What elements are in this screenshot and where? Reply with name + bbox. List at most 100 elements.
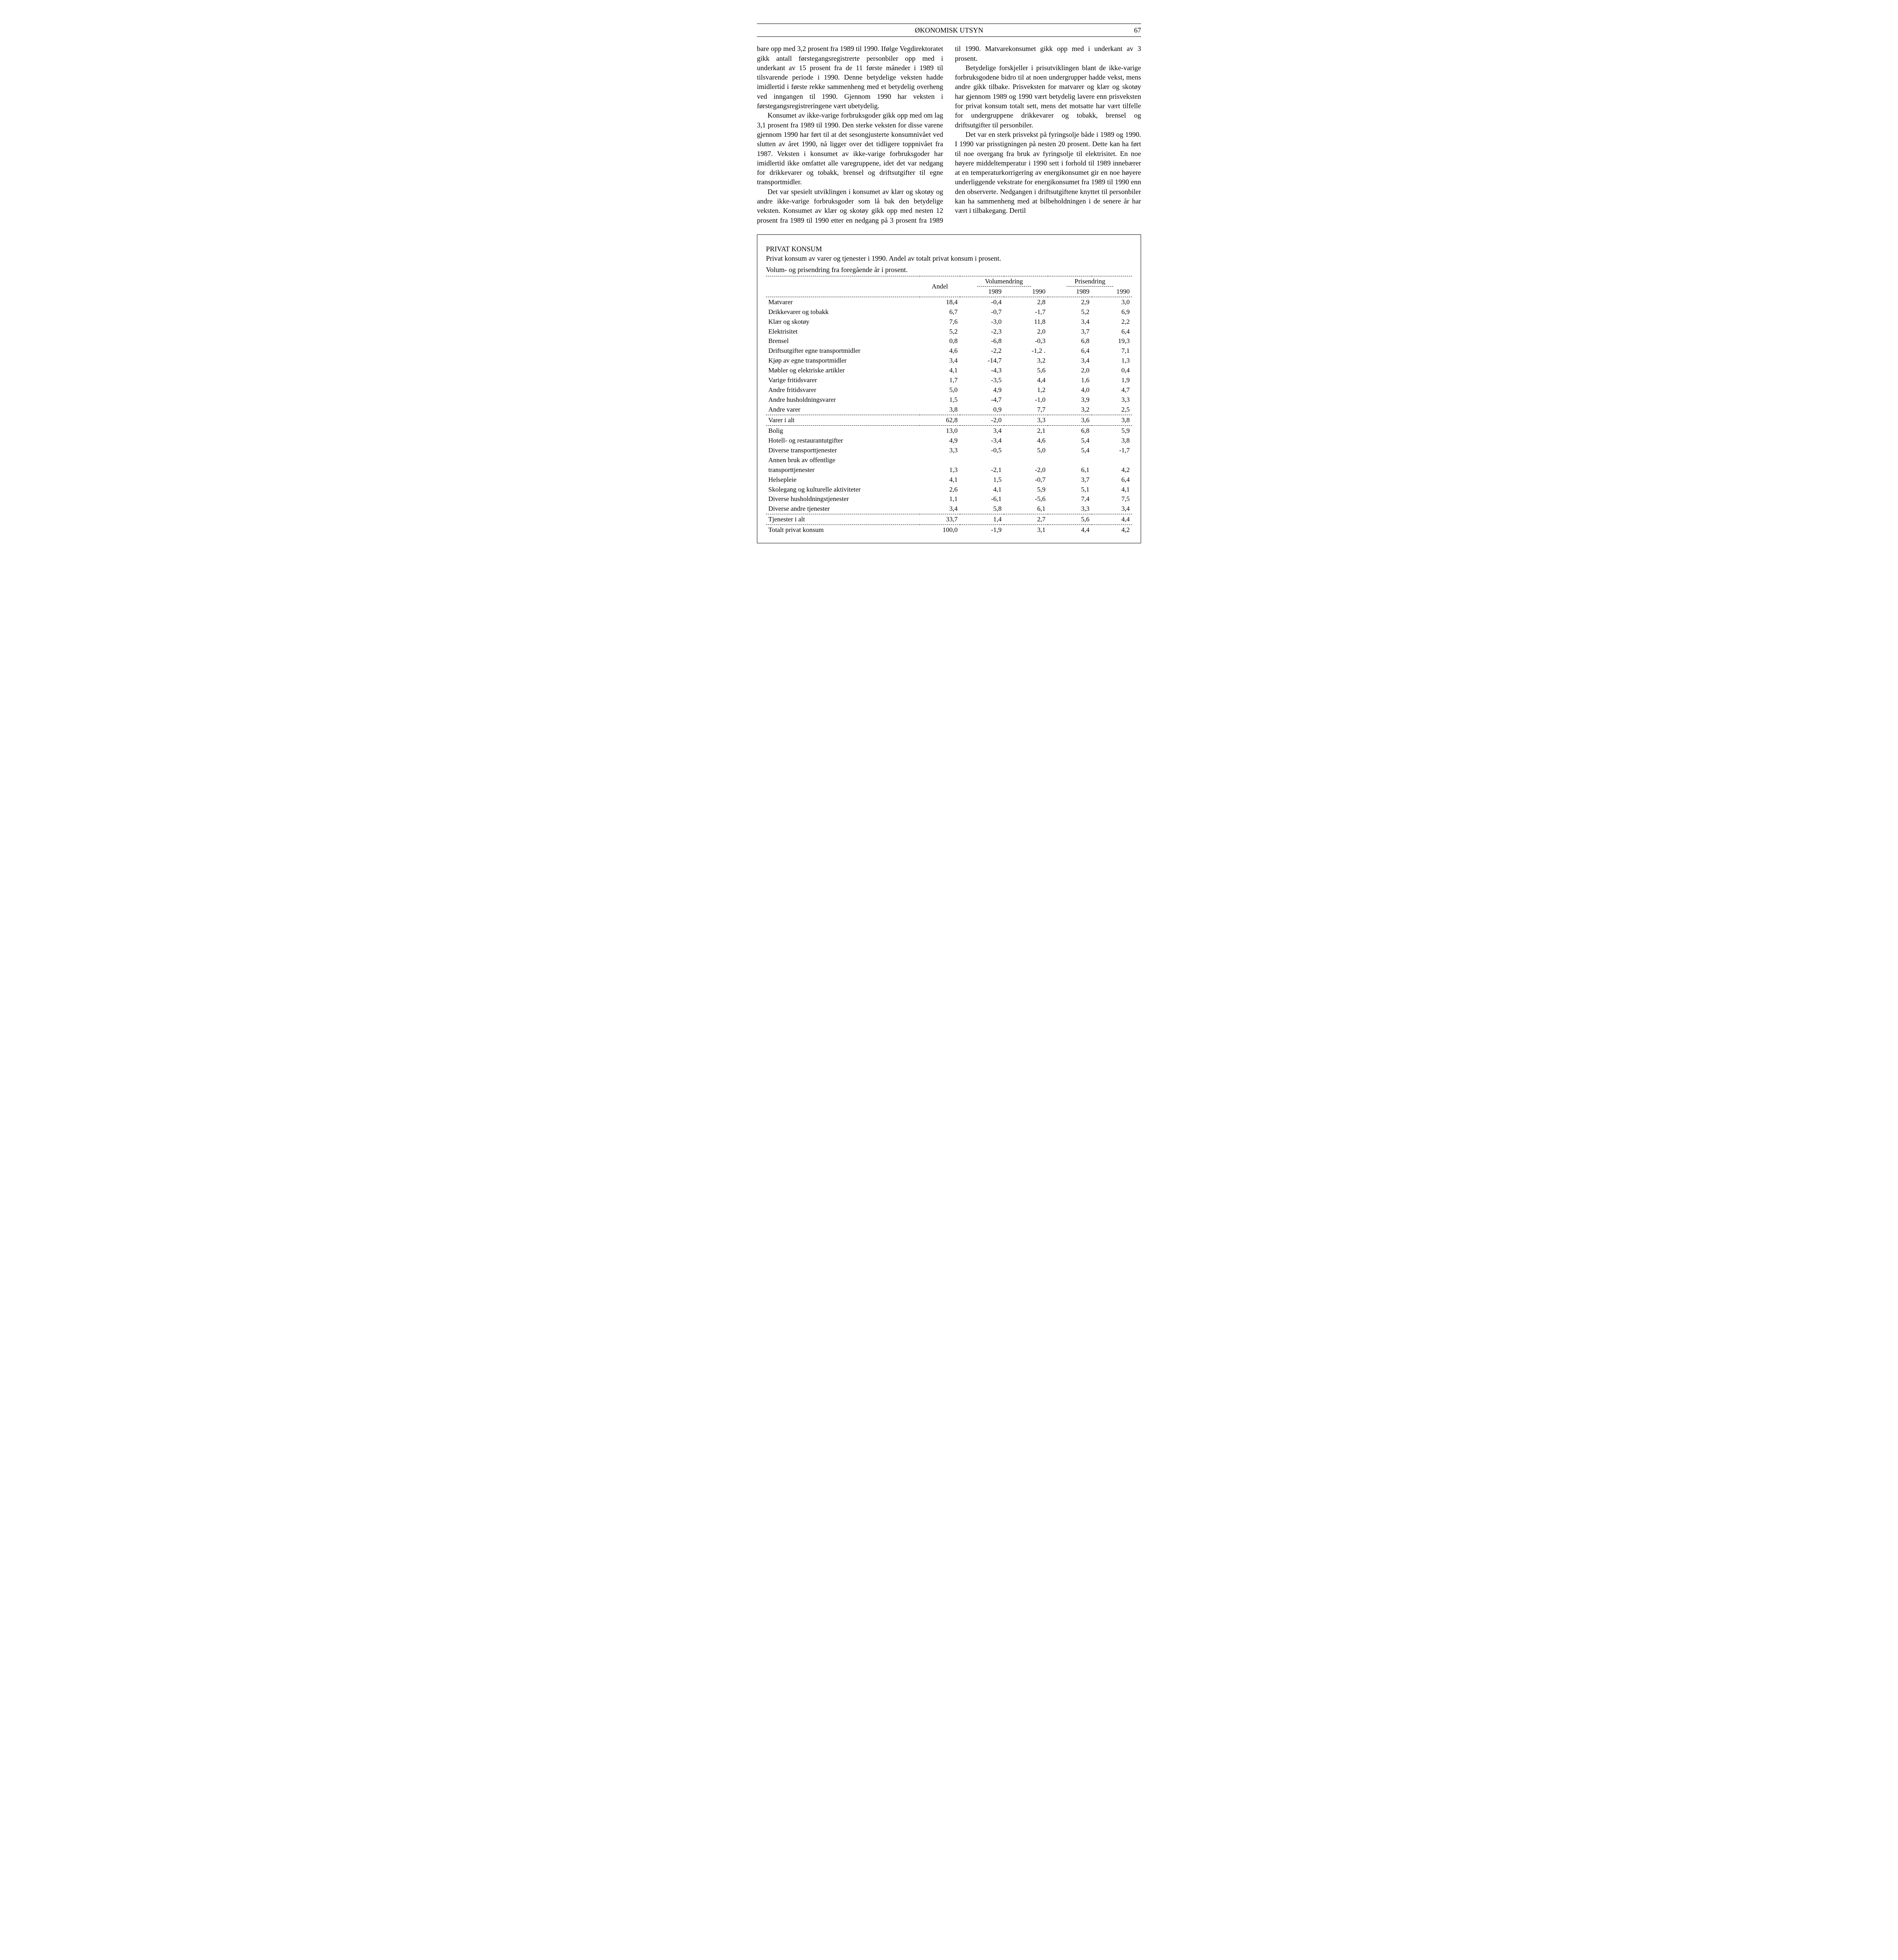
cell-p89: 3,2 xyxy=(1048,405,1092,415)
cell-andel: 33,7 xyxy=(920,515,960,524)
cell-v89: -2,0 xyxy=(960,416,1004,425)
cell-v90: -0,3 xyxy=(1004,336,1048,346)
table-row: Andre husholdningsvarer1,5-4,7-1,03,93,3 xyxy=(766,395,1132,405)
cell-p90: 3,8 xyxy=(1092,416,1132,425)
cell-v90: 11,8 xyxy=(1004,317,1048,327)
cell-v89: 0,9 xyxy=(960,405,1004,415)
body-paragraph: bare opp med 3,2 prosent fra 1989 til 19… xyxy=(757,44,943,111)
cell-andel: 1,3 xyxy=(920,465,960,475)
cell-p90: 4,1 xyxy=(1092,485,1132,495)
cell-v90: -1,7 xyxy=(1004,307,1048,317)
row-label: Andre varer xyxy=(766,405,920,415)
body-paragraph: Betydelige forskjeller i prisutviklingen… xyxy=(955,63,1141,130)
cell-p89: 6,4 xyxy=(1048,346,1092,356)
table-row: Møbler og elektriske artikler4,1-4,35,62… xyxy=(766,366,1132,376)
col-v1989: 1989 xyxy=(960,287,1004,297)
cell-andel: 2,6 xyxy=(920,485,960,495)
row-label: Bolig xyxy=(766,426,920,436)
cell-p89: 6,8 xyxy=(1048,426,1092,436)
cell-v89: -0,4 xyxy=(960,298,1004,307)
cell-v90: 4,4 xyxy=(1004,376,1048,385)
cell-v89: 5,8 xyxy=(960,504,1004,514)
table-row: Totalt privat konsum100,0-1,93,14,44,2 xyxy=(766,525,1132,535)
cell-andel: 18,4 xyxy=(920,298,960,307)
row-label: Drikkevarer og tobakk xyxy=(766,307,920,317)
cell-andel: 6,7 xyxy=(920,307,960,317)
cell-p89: 5,1 xyxy=(1048,485,1092,495)
cell-p90: 6,9 xyxy=(1092,307,1132,317)
row-label: Varige fritidsvarer xyxy=(766,376,920,385)
cell-v89: -2,1 xyxy=(960,465,1004,475)
table-row: Annen bruk av offentlige xyxy=(766,456,1132,465)
cell-andel: 4,6 xyxy=(920,346,960,356)
cell-v90: 5,0 xyxy=(1004,446,1048,456)
table-desc-2: Volum- og prisendring fra foregående år … xyxy=(766,265,1132,274)
cell-v90: 7,7 xyxy=(1004,405,1048,415)
cell-p89: 3,4 xyxy=(1048,356,1092,366)
header-spacer xyxy=(757,25,773,35)
row-label: Driftsutgifter egne transportmidler xyxy=(766,346,920,356)
cell-v90: 5,6 xyxy=(1004,366,1048,376)
cell-andel: 0,8 xyxy=(920,336,960,346)
cell-v89: -3,4 xyxy=(960,436,1004,446)
cell-andel xyxy=(920,456,960,465)
cell-andel: 5,2 xyxy=(920,327,960,337)
cell-v89: 4,1 xyxy=(960,485,1004,495)
table-row: Tjenester i alt33,71,42,75,64,4 xyxy=(766,515,1132,524)
cell-v89: -6,8 xyxy=(960,336,1004,346)
cell-p90: 1,9 xyxy=(1092,376,1132,385)
row-label: Kjøp av egne transportmidler xyxy=(766,356,920,366)
col-v1990: 1990 xyxy=(1004,287,1048,297)
cell-v90: 4,6 xyxy=(1004,436,1048,446)
cell-v90: -0,7 xyxy=(1004,475,1048,485)
row-label: Totalt privat konsum xyxy=(766,525,920,535)
cell-v89 xyxy=(960,456,1004,465)
cell-p89: 1,6 xyxy=(1048,376,1092,385)
table-title: PRIVAT KONSUM xyxy=(766,244,1132,254)
table-box: PRIVAT KONSUM Privat konsum av varer og … xyxy=(757,234,1141,543)
cell-andel: 3,3 xyxy=(920,446,960,456)
table-row: Hotell- og restaurantutgifter4,9-3,44,65… xyxy=(766,436,1132,446)
body-columns: bare opp med 3,2 prosent fra 1989 til 19… xyxy=(757,44,1141,225)
cell-p90: -1,7 xyxy=(1092,446,1132,456)
cell-andel: 100,0 xyxy=(920,525,960,535)
row-label: transporttjenester xyxy=(766,465,920,475)
cell-v90: 2,1 xyxy=(1004,426,1048,436)
page-header: ØKONOMISK UTSYN 67 xyxy=(757,24,1141,37)
cell-v89: -2,2 xyxy=(960,346,1004,356)
cell-andel: 5,0 xyxy=(920,385,960,395)
cell-v89: -4,7 xyxy=(960,395,1004,405)
cell-p89: 2,0 xyxy=(1048,366,1092,376)
cell-v90: 2,7 xyxy=(1004,515,1048,524)
cell-p90: 4,2 xyxy=(1092,465,1132,475)
cell-p90: 2,2 xyxy=(1092,317,1132,327)
cell-v90: -2,0 xyxy=(1004,465,1048,475)
cell-v89: -3,0 xyxy=(960,317,1004,327)
cell-p90: 3,0 xyxy=(1092,298,1132,307)
row-label: Skolegang og kulturelle aktiviteter xyxy=(766,485,920,495)
header-title: ØKONOMISK UTSYN xyxy=(773,25,1125,35)
row-label: Tjenester i alt xyxy=(766,515,920,524)
cell-andel: 4,1 xyxy=(920,475,960,485)
cell-p90: 0,4 xyxy=(1092,366,1132,376)
cell-p90: 6,4 xyxy=(1092,475,1132,485)
body-paragraph: Konsumet av ikke-varige forbruksgoder gi… xyxy=(757,111,943,187)
cell-v89: -6,1 xyxy=(960,494,1004,504)
cell-p89: 3,6 xyxy=(1048,416,1092,425)
cell-v89: -0,5 xyxy=(960,446,1004,456)
cell-p89: 7,4 xyxy=(1048,494,1092,504)
cell-andel: 62,8 xyxy=(920,416,960,425)
row-label: Hotell- og restaurantutgifter xyxy=(766,436,920,446)
body-paragraph: Det var en sterk prisvekst på fyringsolj… xyxy=(955,130,1141,216)
cell-v90: 3,1 xyxy=(1004,525,1048,535)
table-row: Elektrisitet5,2-2,32,03,76,4 xyxy=(766,327,1132,337)
table-row: Klær og skotøy7,6-3,011,83,42,2 xyxy=(766,317,1132,327)
cell-andel: 3,4 xyxy=(920,356,960,366)
cell-v90: -5,6 xyxy=(1004,494,1048,504)
cell-p90: 19,3 xyxy=(1092,336,1132,346)
table-row: Driftsutgifter egne transportmidler4,6-2… xyxy=(766,346,1132,356)
cell-p89: 5,4 xyxy=(1048,446,1092,456)
cell-p90: 4,4 xyxy=(1092,515,1132,524)
cell-v89: 3,4 xyxy=(960,426,1004,436)
table-row: Andre fritidsvarer5,04,91,24,04,7 xyxy=(766,385,1132,395)
